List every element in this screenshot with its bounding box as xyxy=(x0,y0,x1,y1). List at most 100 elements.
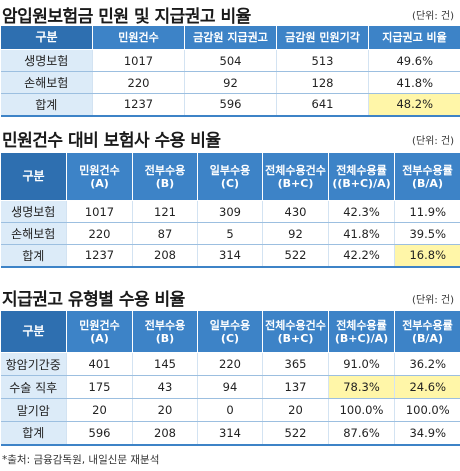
cell: 42.2% xyxy=(328,244,395,268)
s3-header-1: 민원건수 (A) xyxy=(66,310,133,353)
cell: 43 xyxy=(132,375,198,399)
header-line: 전부수용률 xyxy=(402,318,453,332)
cell: 175 xyxy=(66,375,133,399)
header-line: 전체수용률 xyxy=(336,163,387,177)
cell: 34.9% xyxy=(394,421,460,446)
header-line: (A) xyxy=(90,331,109,345)
row-label: 합계 xyxy=(0,421,67,446)
row-label: 생명보험 xyxy=(0,200,67,223)
s3-header-2: 전부수용 (B) xyxy=(132,310,198,353)
s2-header-5: 전체수용률 ((B+C)/A) xyxy=(328,152,395,201)
header-line: 일부수용 xyxy=(209,163,251,177)
s3-header-0: 구분 xyxy=(0,310,67,353)
header-line: 구분 xyxy=(22,169,45,183)
cell: 128 xyxy=(276,71,369,94)
cell: 314 xyxy=(197,421,263,446)
row-label: 손해보험 xyxy=(0,222,67,245)
row-label: 수술 직후 xyxy=(0,375,67,399)
cell: 522 xyxy=(262,421,329,446)
cell: 220 xyxy=(66,222,133,245)
table-row-total: 합계 596 208 314 522 87.6% 34.9% xyxy=(0,421,460,446)
header-line: (B/A) xyxy=(412,331,443,345)
section2-table: 구분 민원건수 (A) 전부수용 (B) 일부수용 (C) 전체수용건수 (B+C) 전… xyxy=(0,152,460,268)
s2-header-3: 일부수용 (C) xyxy=(197,152,263,201)
header-line: (A) xyxy=(90,176,109,190)
cell: 100.0% xyxy=(328,398,395,422)
header-line: (B) xyxy=(155,176,175,190)
row-label: 말기암 xyxy=(0,398,67,422)
cell: 220 xyxy=(92,71,185,94)
header-line: 구분 xyxy=(22,324,45,338)
header-line: 전부수용 xyxy=(144,163,186,177)
cell: 11.9% xyxy=(394,200,460,223)
table-row: 말기암 20 20 0 20 100.0% 100.0% xyxy=(0,398,460,422)
table-row: 손해보험 220 87 5 92 41.8% 39.5% xyxy=(0,222,460,245)
cell: 92 xyxy=(262,222,329,245)
cell: 401 xyxy=(66,352,133,376)
section3-table: 구분 민원건수 (A) 전부수용 (B) 일부수용 (C) 전체수용건수 (B+C) 전… xyxy=(0,310,460,446)
cell: 20 xyxy=(66,398,133,422)
table-row: 손해보험 220 92 128 41.8% xyxy=(0,71,460,94)
cell: 87.6% xyxy=(328,421,395,446)
cell: 309 xyxy=(197,200,263,223)
cell: 430 xyxy=(262,200,329,223)
s2-header-0: 구분 xyxy=(0,152,67,201)
section1-header-row: 구분 민원건수 금감원 지급권고 금감원 민원기각 지급권고 비율 xyxy=(0,25,460,50)
header-line: (C) xyxy=(220,176,240,190)
table-row: 생명보험 1017 121 309 430 42.3% 11.9% xyxy=(0,200,460,223)
s1-header-3: 금감원 민원기각 xyxy=(276,25,369,50)
table-row: 항암기간중 401 145 220 365 91.0% 36.2% xyxy=(0,352,460,376)
cell: 94 xyxy=(197,375,263,399)
s3-header-5: 전체수용률 (B+C)/A) xyxy=(328,310,395,353)
section3-unit: (단위: 건) xyxy=(412,295,454,306)
cell: 513 xyxy=(276,49,369,72)
s1-header-4: 지급권고 비율 xyxy=(368,25,460,50)
cell: 137 xyxy=(262,375,329,399)
cell: 5 xyxy=(197,222,263,245)
s2-header-4: 전체수용건수 (B+C) xyxy=(262,152,329,201)
section2-header-row: 구분 민원건수 (A) 전부수용 (B) 일부수용 (C) 전체수용건수 (B+C) 전… xyxy=(0,152,460,201)
row-label: 합계 xyxy=(0,244,67,268)
s3-header-3: 일부수용 (C) xyxy=(197,310,263,353)
section1-title: 암입원보험금 민원 및 지급권고 비율 xyxy=(2,7,251,27)
s2-header-1: 민원건수 (A) xyxy=(66,152,133,201)
header-line: 민원건수 xyxy=(79,318,120,332)
cell: 220 xyxy=(197,352,263,376)
header-line: (B+C) xyxy=(277,331,314,345)
cell: 596 xyxy=(184,93,277,117)
header-line: 일부수용 xyxy=(209,318,251,332)
cell: 20 xyxy=(262,398,329,422)
cell: 208 xyxy=(132,421,198,446)
cell: 41.8% xyxy=(368,71,460,94)
header-line: (B+C) xyxy=(277,176,314,190)
cell: 100.0% xyxy=(394,398,460,422)
cell: 87 xyxy=(132,222,198,245)
cell: 121 xyxy=(132,200,198,223)
s3-header-6: 전부수용률 (B/A) xyxy=(394,310,460,353)
cell: 20 xyxy=(132,398,198,422)
s2-header-2: 전부수용 (B) xyxy=(132,152,198,201)
section2-unit: (단위: 건) xyxy=(412,136,454,147)
header-line: (C) xyxy=(220,331,240,345)
cell: 1017 xyxy=(92,49,185,72)
highlighted-cell: 48.2% xyxy=(368,93,460,117)
section1-table: 구분 민원건수 금감원 지급권고 금감원 민원기각 지급권고 비율 생명보험 1… xyxy=(0,25,460,117)
row-label: 항암기간중 xyxy=(0,352,67,376)
highlighted-cell: 16.8% xyxy=(394,244,460,268)
cell: 208 xyxy=(132,244,198,268)
cell: 41.8% xyxy=(328,222,395,245)
header-line: 전체수용건수 xyxy=(265,163,326,177)
cell: 39.5% xyxy=(394,222,460,245)
cell: 1237 xyxy=(92,93,185,117)
table-row: 생명보험 1017 504 513 49.6% xyxy=(0,49,460,72)
header-line: 전부수용 xyxy=(144,318,186,332)
cell: 91.0% xyxy=(328,352,395,376)
header-line: 민원건수 xyxy=(79,163,120,177)
source-note: *출처: 금융감독원, 내일신문 재분석 xyxy=(2,454,160,466)
header-line: (B+C)/A) xyxy=(334,331,389,345)
cell: 36.2% xyxy=(394,352,460,376)
highlighted-cell: 24.6% xyxy=(394,375,460,399)
header-line: 전부수용률 xyxy=(402,163,453,177)
table-row-total: 합계 1237 208 314 522 42.2% 16.8% xyxy=(0,244,460,268)
